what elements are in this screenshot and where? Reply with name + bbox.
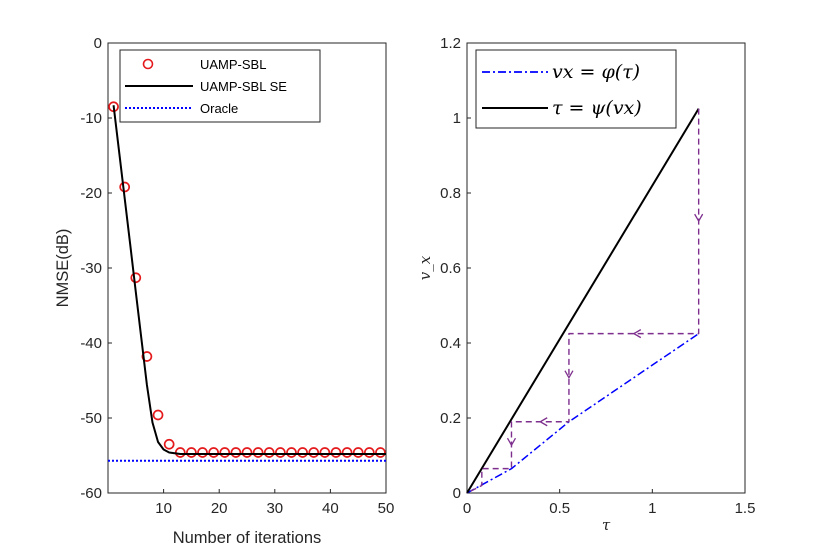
left-y-tick-label: -20 <box>80 185 102 202</box>
left-series-uamp-sbl-marker <box>308 447 320 458</box>
legend-label-oracle: Oracle <box>200 101 238 116</box>
left-series-uamp-sbl-marker <box>141 351 153 362</box>
left-series-uamp-sbl-marker <box>208 447 219 458</box>
right-series-iteration-trajectory-arrowhead <box>538 417 548 427</box>
right-series-iteration-trajectory-arrowhead <box>506 437 517 447</box>
legend-label-uamp-sbl-se: UAMP-SBL SE <box>200 79 287 94</box>
legend-label-psi: τ = ψ(vx) <box>552 97 642 119</box>
left-series-uamp-sbl-marker <box>286 447 297 458</box>
right-y-axis-label: v_x <box>416 255 434 280</box>
left-y-tick-label: 0 <box>94 35 102 52</box>
left-x-axis-label: Number of iterations <box>173 529 322 547</box>
left-series-uamp-sbl-marker <box>341 447 353 458</box>
left-series-uamp-sbl-marker <box>197 447 208 458</box>
left-series-uamp-sbl-marker <box>152 409 164 421</box>
left-series-uamp-sbl-marker <box>130 272 142 284</box>
left-y-tick-label: -50 <box>80 410 102 427</box>
left-y-axis-label: NMSE(dB) <box>54 229 72 308</box>
right-x-tick-label: 1.5 <box>735 500 756 517</box>
right-x-axis-label: τ <box>602 516 611 534</box>
left-x-tick-label: 50 <box>378 500 395 517</box>
right-series-v-x--line <box>466 333 700 494</box>
right-series-iteration-trajectory-arrowhead <box>694 213 704 223</box>
left-series-uamp-sbl-marker <box>330 447 342 458</box>
left-series-uamp-sbl-marker <box>363 447 375 458</box>
left-series-uamp-sbl-marker <box>297 447 308 458</box>
left-series-uamp-sbl-se-line <box>112 105 386 455</box>
left-series-uamp-sbl-marker <box>163 438 175 450</box>
left-x-tick-label: 30 <box>266 500 283 517</box>
legend-label-phi: vx = φ(τ) <box>552 61 640 83</box>
right-series-iteration-trajectory-arrowhead <box>632 329 642 339</box>
right-y-tick-label: 0 <box>453 485 461 502</box>
left-series-uamp-sbl-marker <box>375 447 386 458</box>
right-y-tick-label: 0.2 <box>440 410 461 427</box>
left-x-tick-label: 40 <box>322 500 339 517</box>
left-legend: UAMP-SBL UAMP-SBL SE Oracle <box>119 49 321 123</box>
right-y-tick-label: 1 <box>453 110 461 127</box>
right-series-v-x--line <box>466 108 700 494</box>
right-y-tick-label: 0.8 <box>440 185 461 202</box>
left-y-tick-label: -60 <box>80 485 102 502</box>
left-series-uamp-sbl-marker <box>230 447 242 458</box>
left-y-tick-label: -30 <box>80 260 102 277</box>
right-legend: vx = φ(τ) τ = ψ(vx) <box>475 49 677 129</box>
right-x-tick-label: 1 <box>648 500 656 517</box>
right-series-iteration-trajectory-line <box>466 108 700 494</box>
left-series-uamp-sbl-marker <box>186 447 197 458</box>
right-x-tick-label: 0.5 <box>549 500 570 517</box>
right-series-iteration-trajectory-arrowhead <box>564 370 574 379</box>
left-series-uamp-sbl-marker <box>352 447 364 458</box>
left-y-tick-label: -40 <box>80 335 102 352</box>
right-y-tick-label: 1.2 <box>440 35 461 52</box>
left-x-tick-label: 20 <box>211 500 228 517</box>
right-chart: 0 0.5 1 1.5 0 0.2 0.4 0.6 0.8 1 1.2 τ v_x vx = φ(τ… <box>416 35 755 534</box>
legend-label-uamp-sbl: UAMP-SBL <box>200 57 266 72</box>
left-series-uamp-sbl-marker <box>252 447 264 458</box>
left-chart: 10 20 30 40 50 0 -10 -20 -30 -40 -50 -60 Number of … <box>54 35 394 547</box>
right-y-tick-label: 0.6 <box>440 260 461 277</box>
right-x-tick-label: 0 <box>463 500 471 517</box>
left-series-uamp-sbl-marker <box>319 447 331 458</box>
left-series-uamp-sbl-marker <box>275 447 286 458</box>
left-series-uamp-sbl-marker <box>241 447 253 458</box>
left-y-tick-label: -10 <box>80 110 102 127</box>
left-series-uamp-sbl-marker <box>263 447 275 458</box>
left-series-uamp-sbl-marker <box>219 447 231 458</box>
right-y-tick-label: 0.4 <box>440 335 461 352</box>
legend-marker-uamp-sbl <box>142 58 154 70</box>
left-x-tick-label: 10 <box>155 500 172 517</box>
right-legend-box <box>475 49 677 129</box>
